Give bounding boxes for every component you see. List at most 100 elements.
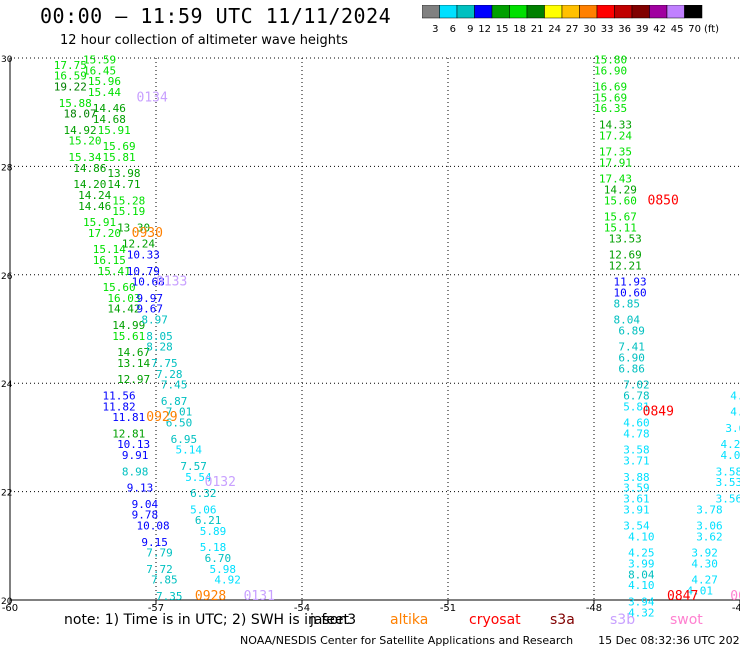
wave-height-label: 15.60 — [604, 194, 637, 207]
credit-line: NOAA/NESDIS Center for Satellite Applica… — [240, 634, 740, 647]
wave-height-label: 14.24 — [78, 189, 111, 202]
wave-height-label: 14.92 — [64, 124, 97, 137]
wave-height-label: 15.67 — [604, 211, 637, 224]
wave-height-label: 10.79 — [127, 265, 160, 278]
wave-height-label: 4.30 — [691, 557, 718, 570]
wave-height-label: 15.20 — [68, 135, 101, 148]
colorbar-label: 36 — [618, 24, 631, 35]
wave-height-label: 11.82 — [102, 400, 135, 413]
wave-height-label: 11.56 — [102, 389, 135, 402]
wave-height-label: 6.70 — [205, 552, 232, 565]
wave-height-label: 6.87 — [161, 395, 188, 408]
wave-height-label: 8.04 — [628, 568, 655, 581]
pass-time-label: 0928 — [195, 589, 226, 604]
wave-height-label: 3.59 — [623, 482, 650, 495]
wave-height-label: 4.73 — [730, 389, 740, 402]
y-tick-label: 20 — [1, 597, 13, 607]
wave-height-label: 16.69 — [594, 81, 627, 94]
wave-height-label: 3.92 — [691, 547, 718, 560]
colorbar-swatch — [684, 5, 703, 19]
wave-height-label: 15.11 — [604, 221, 637, 234]
colorbar-label: 39 — [636, 24, 649, 35]
page-title: 00:00 – 11:59 UTC 11/11/2024 — [40, 4, 392, 28]
wave-height-label: 9.97 — [137, 292, 164, 305]
wave-height-label: 5.14 — [175, 444, 202, 457]
wave-height-label: 4.92 — [214, 574, 241, 587]
wave-height-label: 11.81 — [112, 411, 145, 424]
wave-height-label: 17.24 — [599, 129, 632, 142]
wave-height-label: 4.00 — [721, 449, 740, 462]
wave-height-label: 15.96 — [88, 75, 121, 88]
wave-height-label: 15.14 — [93, 243, 126, 256]
wave-height-label: 16.90 — [594, 64, 627, 77]
wave-height-label: 3.56 — [716, 492, 740, 505]
wave-height-label: 4.10 — [628, 530, 655, 543]
wave-height-label: 17.91 — [599, 156, 632, 169]
colorbar-label: 3 — [432, 24, 438, 35]
wave-height-label: 15.80 — [594, 53, 627, 66]
y-tick-label: 28 — [1, 163, 13, 173]
wave-height-label: 3.91 — [623, 503, 650, 516]
wave-height-label: 14.46 — [93, 102, 126, 115]
wave-height-label: 7.75 — [151, 357, 178, 370]
colorbar-label: 30 — [583, 24, 596, 35]
wave-height-label: 15.61 — [112, 330, 145, 343]
wave-height-label: 9.04 — [132, 498, 159, 511]
wave-height-label: 6.21 — [195, 514, 222, 527]
wave-height-label: 7.79 — [146, 547, 173, 560]
wave-height-label: 9.78 — [132, 509, 159, 522]
legend-mission-swot: swot — [670, 612, 703, 628]
x-tick-label: -60 — [2, 603, 18, 614]
legend-mission-cryosat: cryosat — [469, 612, 521, 628]
wave-height-label: 13.14 — [117, 357, 150, 370]
wave-height-label: 14.42 — [107, 303, 140, 316]
x-tick-label: -54 — [294, 603, 310, 614]
wave-height-label: 7.02 — [623, 379, 650, 392]
wave-height-label: 3.62 — [696, 530, 723, 543]
wave-height-label: 15.91 — [83, 216, 116, 229]
wave-height-label: 14.68 — [93, 113, 126, 126]
pass-time-label: 0850 — [648, 193, 679, 208]
wave-height-label: 15.60 — [102, 281, 135, 294]
wave-height-label: 17.35 — [599, 146, 632, 159]
wave-height-label: 12.81 — [112, 427, 145, 440]
wave-height-label: 16.15 — [93, 254, 126, 267]
credit-text: NOAA/NESDIS Center for Satellite Applica… — [240, 634, 574, 647]
wave-height-label: 14.71 — [107, 178, 140, 191]
colorbar-label: 12 — [478, 24, 491, 35]
wave-height-label: 15.88 — [59, 97, 92, 110]
legend-mission-s3b: s3b — [610, 612, 636, 628]
colorbar-label: 18 — [513, 24, 526, 35]
pass-time-label: 0930 — [132, 226, 163, 241]
colorbar-legend: 3 6 9 12 15 18 21 24 27 30 33 36 39 42 45 70 (ft) — [422, 5, 719, 35]
legend-mission-jason3: jason3 — [310, 612, 357, 628]
wave-height-label: 5.18 — [200, 541, 227, 554]
wave-height-label: 14.86 — [73, 162, 106, 175]
wave-height-label: 10.08 — [137, 520, 170, 533]
wave-height-label: 4.25 — [628, 547, 655, 560]
pass-time-label: 0131 — [244, 589, 275, 604]
wave-height-label: 3.99 — [628, 557, 655, 570]
wave-height-label: 8.85 — [613, 297, 640, 310]
wave-height-label: 6.95 — [171, 433, 198, 446]
wave-height-label: 15.91 — [98, 124, 131, 137]
colorbar-label: 27 — [566, 24, 579, 35]
wave-height-label: 3.58 — [623, 444, 650, 457]
wave-height-label: 3.68 — [725, 422, 740, 435]
wave-height-label: 15.19 — [112, 205, 145, 218]
wave-height-label: 15.34 — [68, 151, 101, 164]
wave-height-label: 14.20 — [73, 178, 106, 191]
wave-height-label: 5.06 — [190, 503, 217, 516]
wave-height-label: 4.60 — [623, 417, 650, 430]
wave-height-label: 15.81 — [102, 151, 135, 164]
wave-height-label: 7.01 — [166, 406, 193, 419]
wave-height-label: 6.32 — [190, 487, 217, 500]
wave-height-label: 12.24 — [122, 238, 155, 251]
wave-height-label: 9.91 — [122, 449, 149, 462]
wave-height-label: 7.45 — [161, 379, 188, 392]
wave-height-label: 15.59 — [83, 53, 116, 66]
wave-height-label: 13.98 — [107, 167, 140, 180]
wave-height-label: 7.28 — [156, 368, 183, 381]
colorbar-label: 24 — [548, 24, 561, 35]
wave-height-label: 4.47 — [730, 406, 740, 419]
